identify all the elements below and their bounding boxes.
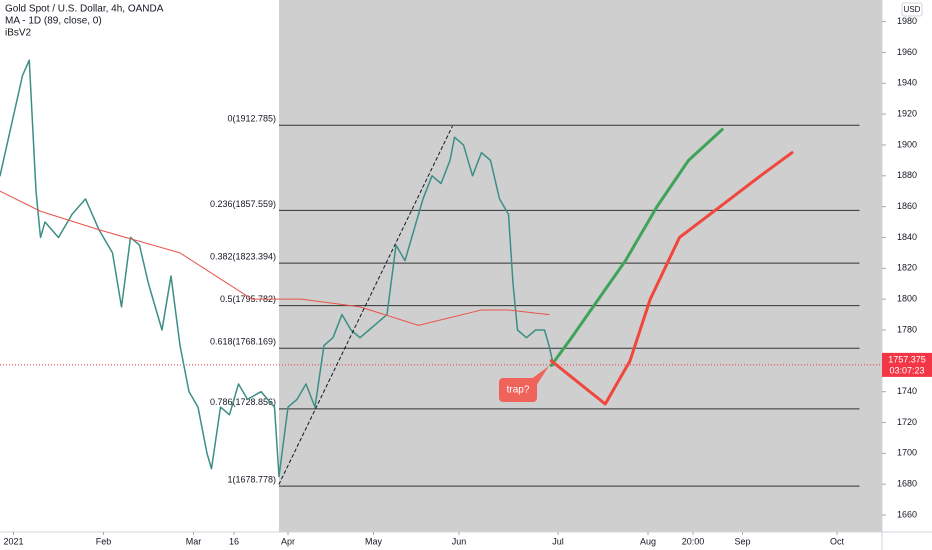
x-tick-label: 16 bbox=[229, 536, 239, 546]
annotation: trap? bbox=[507, 385, 530, 396]
y-tick-label: 1880 bbox=[897, 170, 917, 180]
y-tick-label: 1940 bbox=[897, 78, 917, 88]
y-tick-label: 1840 bbox=[897, 232, 917, 242]
fib-label: 0.5(1795.782) bbox=[220, 294, 276, 304]
fib-label: 0.618(1768.169) bbox=[210, 337, 276, 347]
price-label-box bbox=[882, 352, 932, 377]
fib-background bbox=[279, 0, 882, 532]
x-tick-label: Jul bbox=[552, 536, 564, 546]
y-tick-label: 1980 bbox=[897, 16, 917, 26]
x-tick-label: Jun bbox=[452, 536, 467, 546]
x-tick-label: 20:00 bbox=[682, 536, 705, 546]
x-tick-label: Aug bbox=[640, 536, 656, 546]
series-line bbox=[0, 59, 555, 478]
series-line bbox=[278, 125, 453, 485]
currency: USD bbox=[904, 5, 921, 14]
series-line bbox=[549, 151, 794, 406]
annotation-pointer bbox=[530, 366, 549, 386]
x-tick-label: Mar bbox=[186, 536, 202, 546]
y-tick-label: 1740 bbox=[897, 386, 917, 396]
chart-title: Gold Spot / U.S. Dollar, 4h, OANDA bbox=[5, 4, 164, 15]
x-tick-label: Feb bbox=[96, 536, 112, 546]
x-tick-label: Oct bbox=[830, 536, 845, 546]
y-tick-label: 1920 bbox=[897, 108, 917, 118]
y-tick-label: 1960 bbox=[897, 47, 917, 57]
fib-label: 0.382(1823.394) bbox=[210, 251, 276, 261]
indicator-label: iBsV2 bbox=[5, 28, 32, 39]
y-tick-label: 1660 bbox=[897, 509, 917, 519]
y-tick-label: 1800 bbox=[897, 294, 917, 304]
y-tick-label: 1900 bbox=[897, 139, 917, 149]
series-line bbox=[0, 190, 550, 326]
y-tick-label: 1720 bbox=[897, 417, 917, 427]
fib-label: 0.236(1857.559) bbox=[210, 199, 276, 209]
series-line bbox=[549, 128, 724, 367]
y-tick-label: 1820 bbox=[897, 263, 917, 273]
fib-label: 0(1912.785) bbox=[227, 114, 276, 124]
fib-label: 1(1678.778) bbox=[227, 474, 276, 484]
x-tick-label: May bbox=[365, 536, 383, 546]
x-tick-label: 2021 bbox=[3, 536, 23, 546]
currency-box bbox=[901, 2, 923, 17]
last-price: 1757.375 bbox=[888, 354, 926, 364]
y-tick-label: 1780 bbox=[897, 324, 917, 334]
y-tick-label: 1860 bbox=[897, 201, 917, 211]
annotation-box bbox=[499, 378, 537, 402]
x-tick-label: Sep bbox=[734, 536, 750, 546]
y-tick-label: 1680 bbox=[897, 479, 917, 489]
indicator-label: MA - 1D (89, close, 0) bbox=[5, 16, 102, 27]
fib-label: 0.786(1728.856) bbox=[210, 397, 276, 407]
x-tick-label: Apr bbox=[281, 536, 295, 546]
countdown: 03:07:23 bbox=[889, 365, 924, 375]
y-tick-label: 1700 bbox=[897, 448, 917, 458]
